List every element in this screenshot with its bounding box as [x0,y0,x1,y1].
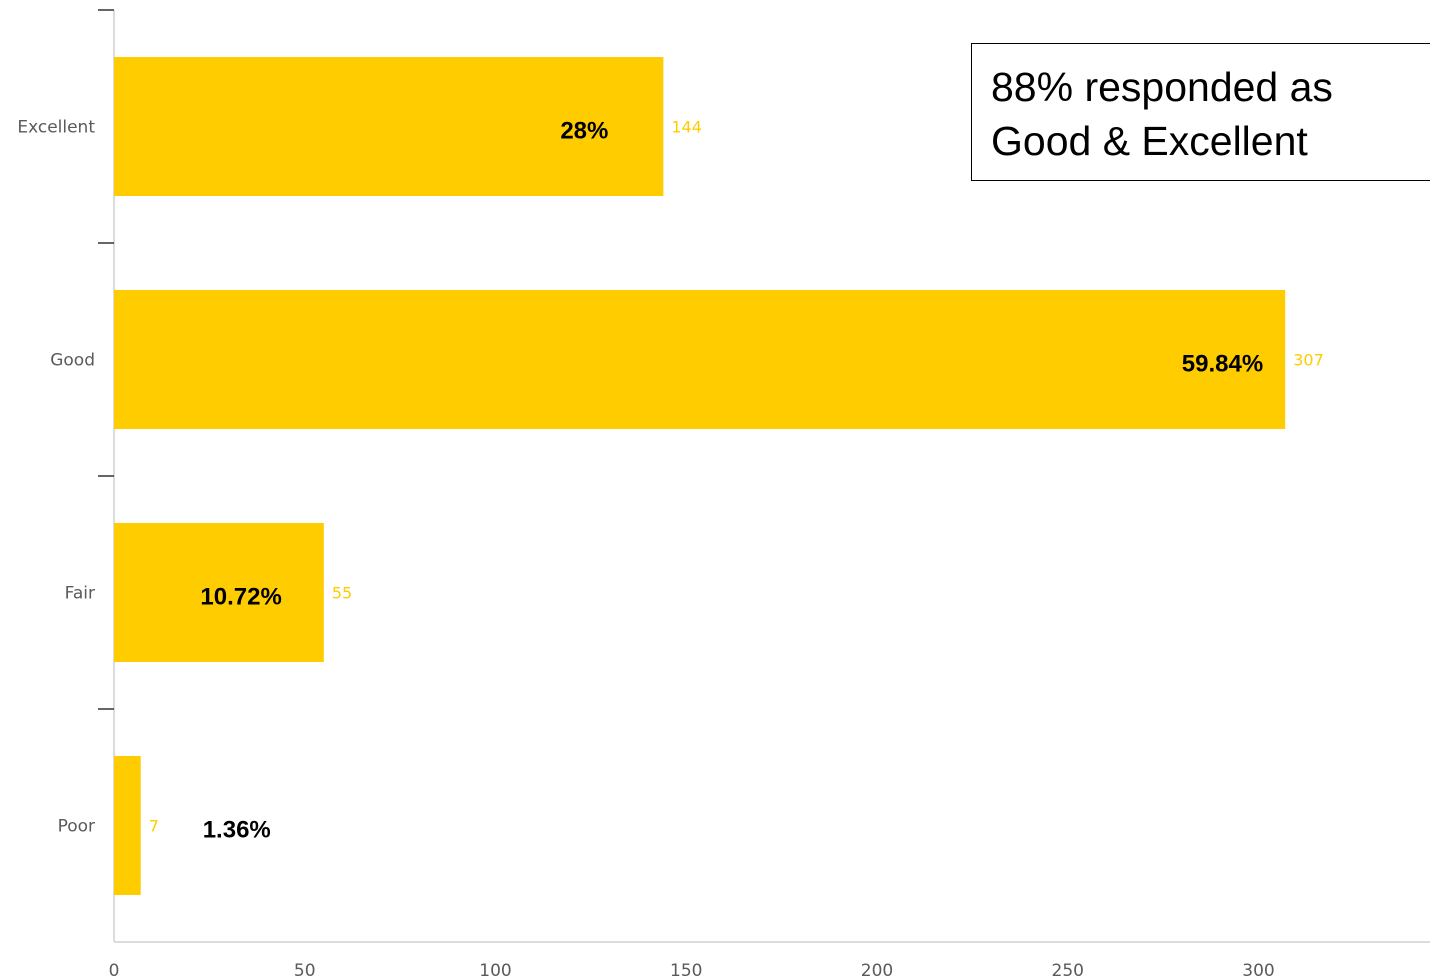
bar-good [114,290,1286,429]
x-tick-label-250: 250 [1052,961,1084,980]
percent-labels: 28% 59.84% 10.72% 1.36% [200,118,1263,844]
category-label-excellent: Excellent [17,118,95,138]
x-tick-label-300: 300 [1242,961,1274,980]
percent-label-fair: 10.72% [200,584,281,611]
x-tick-label-200: 200 [861,961,893,980]
category-label-poor: Poor [58,817,95,837]
bars [114,57,1286,895]
y-axis-ticks [98,9,114,710]
x-tick-label-150: 150 [670,961,702,980]
annotation-line-1: 88% responded as [991,64,1333,110]
x-tick-label-100: 100 [479,961,511,980]
bar-poor [114,756,141,895]
percent-label-good: 59.84% [1182,351,1263,378]
x-tick-label-50: 50 [294,961,316,980]
bar-fair [114,523,324,662]
category-label-fair: Fair [65,584,95,604]
annotation-line-2: Good & Excellent [991,118,1308,164]
category-labels: Excellent Good Fair Poor [17,118,95,837]
value-label-poor: 7 [149,817,159,836]
value-label-good: 307 [1293,351,1324,370]
x-tick-label-0: 0 [109,961,120,980]
bar-excellent [114,57,664,196]
percent-label-excellent: 28% [560,118,608,145]
x-axis-ticks: 0 50 100 150 200 250 300 [109,961,1275,980]
percent-label-poor: 1.36% [203,817,271,844]
value-labels: 144 307 55 7 [149,118,1324,836]
value-label-fair: 55 [332,584,352,603]
value-label-excellent: 144 [671,118,702,137]
annotation-box: 88% responded as Good & Excellent [971,43,1430,181]
category-label-good: Good [50,351,95,371]
